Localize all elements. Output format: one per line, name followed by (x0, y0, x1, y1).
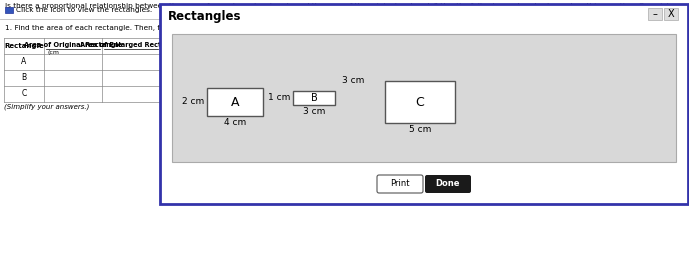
Text: Area of Enlarged Rectangle: Area of Enlarged Rectangle (80, 42, 182, 48)
Text: Click the icon to view the rectangles.: Click the icon to view the rectangles. (16, 7, 152, 13)
FancyBboxPatch shape (325, 14, 363, 24)
FancyBboxPatch shape (102, 86, 160, 102)
FancyBboxPatch shape (377, 175, 423, 193)
FancyBboxPatch shape (172, 34, 676, 162)
FancyBboxPatch shape (4, 54, 44, 70)
Text: Print: Print (390, 180, 410, 188)
Text: Rectangles: Rectangles (168, 10, 242, 23)
FancyBboxPatch shape (648, 8, 662, 20)
Text: Done: Done (435, 180, 460, 188)
FancyBboxPatch shape (4, 38, 44, 54)
Text: X: X (668, 9, 675, 19)
FancyBboxPatch shape (44, 86, 102, 102)
Text: 5 cm: 5 cm (409, 125, 431, 134)
Text: B: B (21, 73, 27, 82)
FancyBboxPatch shape (385, 81, 455, 123)
Text: 4 cm: 4 cm (224, 118, 246, 127)
Text: ...: ... (340, 16, 347, 22)
FancyBboxPatch shape (102, 70, 160, 86)
Text: 3 cm: 3 cm (302, 107, 325, 116)
Text: 3 cm: 3 cm (342, 76, 364, 85)
Text: –: – (652, 9, 657, 19)
FancyBboxPatch shape (5, 7, 13, 13)
FancyBboxPatch shape (664, 8, 678, 20)
FancyBboxPatch shape (4, 70, 44, 86)
Text: C: C (415, 95, 424, 109)
FancyBboxPatch shape (160, 4, 688, 204)
FancyBboxPatch shape (207, 88, 263, 116)
Text: 1 cm: 1 cm (267, 94, 290, 103)
Text: Is there a proportional relationship between the area of an enlarged rectangle a: Is there a proportional relationship bet… (5, 3, 689, 9)
Text: C: C (21, 89, 27, 98)
Text: A: A (21, 57, 27, 66)
FancyBboxPatch shape (44, 70, 102, 86)
Text: (cm: (cm (47, 50, 59, 55)
FancyBboxPatch shape (102, 38, 160, 54)
FancyBboxPatch shape (102, 54, 160, 70)
FancyBboxPatch shape (293, 91, 335, 105)
Text: B: B (311, 93, 318, 103)
FancyBboxPatch shape (425, 175, 471, 193)
FancyBboxPatch shape (44, 54, 102, 70)
FancyBboxPatch shape (44, 38, 102, 54)
Text: (Simplify your answers.): (Simplify your answers.) (4, 104, 90, 110)
FancyBboxPatch shape (4, 86, 44, 102)
Text: 2 cm: 2 cm (182, 97, 204, 107)
Text: Rectangle: Rectangle (4, 43, 44, 49)
Text: Area of Original Rectangle: Area of Original Rectangle (24, 42, 122, 48)
Text: A: A (231, 95, 239, 109)
Text: 1. Find the area of each rectangle. Then, find the area of each rectangle when a: 1. Find the area of each rectangle. Then… (5, 25, 565, 31)
